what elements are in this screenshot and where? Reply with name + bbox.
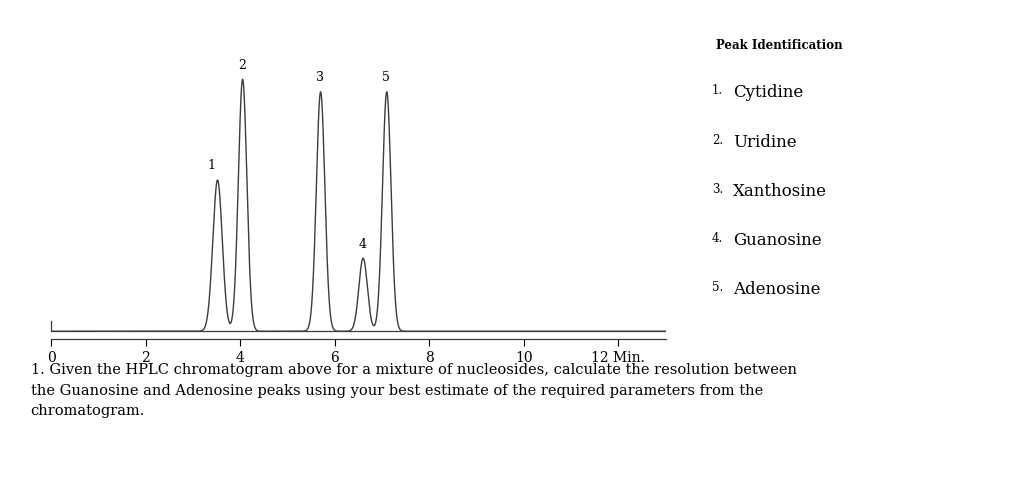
Text: Cytidine: Cytidine — [733, 84, 804, 102]
Text: Xanthosine: Xanthosine — [733, 182, 827, 200]
Text: 4: 4 — [358, 238, 367, 251]
Text: 1. Given the HPLC chromatogram above for a mixture of nucleosides, calculate the: 1. Given the HPLC chromatogram above for… — [31, 363, 797, 418]
Text: 2.: 2. — [712, 134, 723, 147]
Text: Adenosine: Adenosine — [733, 281, 821, 298]
Text: Peak Identification: Peak Identification — [717, 40, 843, 52]
Text: 1.: 1. — [712, 84, 723, 97]
Text: Guanosine: Guanosine — [733, 232, 822, 249]
Text: 4.: 4. — [712, 232, 723, 245]
Text: 2: 2 — [238, 59, 246, 72]
Text: 3: 3 — [315, 71, 324, 84]
Text: Uridine: Uridine — [733, 134, 797, 151]
Text: 5: 5 — [382, 71, 390, 84]
Text: 1: 1 — [208, 160, 216, 172]
Text: 3.: 3. — [712, 182, 723, 196]
Text: 5.: 5. — [712, 281, 723, 294]
